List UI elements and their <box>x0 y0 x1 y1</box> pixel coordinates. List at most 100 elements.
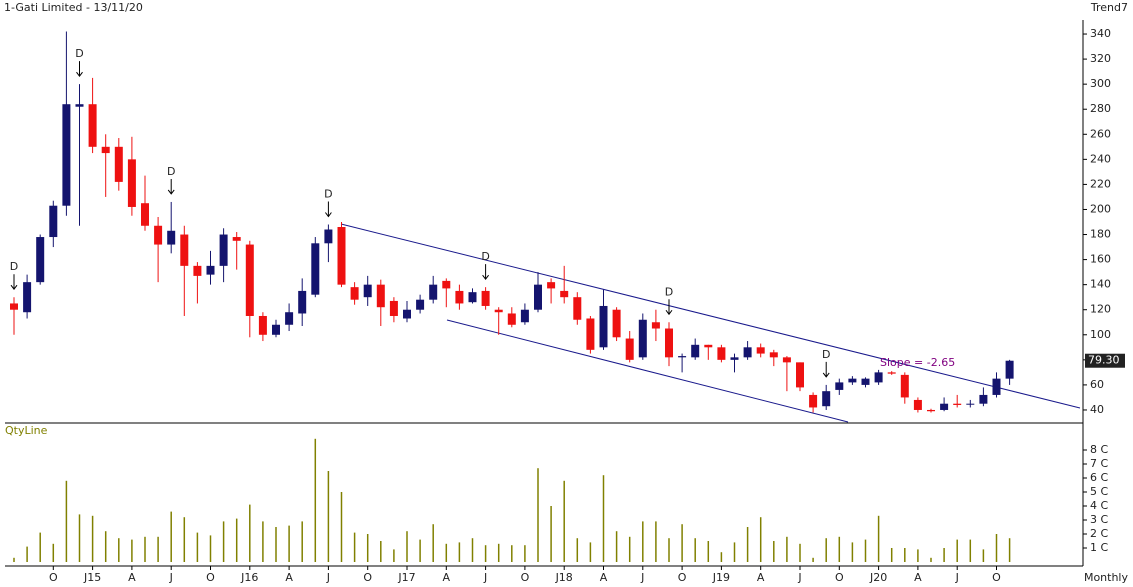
y-tick-label: 120 <box>1090 303 1111 316</box>
candle-body <box>756 347 765 354</box>
y-tick-label: 40 <box>1090 403 1104 416</box>
candle-body <box>586 318 595 350</box>
marker-arrow <box>167 178 175 195</box>
candle-body <box>861 378 870 385</box>
slope-annotation: Slope = -2.65 <box>880 356 955 369</box>
marker-label: D <box>481 250 489 263</box>
candle-body <box>127 159 136 207</box>
y-tick-label: 260 <box>1090 127 1111 140</box>
x-tick-label: J <box>326 571 330 584</box>
candle-body <box>350 287 359 300</box>
candle-body <box>599 305 608 348</box>
candle-body <box>782 357 791 363</box>
candle-body <box>245 244 254 316</box>
y-tick-label: 2 C <box>1090 527 1108 540</box>
candle-body <box>547 282 556 289</box>
marker-arrow <box>76 61 83 77</box>
x-tick-label: O <box>835 571 844 584</box>
x-tick-label: A <box>757 571 765 584</box>
x-tick-label: O <box>49 571 58 584</box>
marker-label: D <box>822 348 830 361</box>
candle-body <box>874 372 883 383</box>
last-price-label: 79.30 <box>1088 354 1120 367</box>
candle-body <box>114 146 123 182</box>
marker-arrow <box>325 201 332 218</box>
x-tick-label: O <box>521 571 530 584</box>
y-tick-label: 280 <box>1090 102 1111 115</box>
trend-line-upper <box>340 223 1081 409</box>
y-tick-label: 180 <box>1090 228 1111 241</box>
y-tick-label: 4 C <box>1090 499 1108 512</box>
y-tick-label: 240 <box>1090 152 1111 165</box>
chart-title: 1-Gati Limited - 13/11/20 <box>4 1 143 14</box>
candle-body <box>638 319 647 358</box>
candle-body <box>966 403 975 405</box>
candle-body <box>219 234 228 266</box>
candle-body <box>180 234 189 266</box>
y-tick-label: 7 C <box>1090 457 1108 470</box>
y-tick-label: 3 C <box>1090 513 1108 526</box>
marker-arrow <box>482 264 489 280</box>
candle-body <box>23 282 32 313</box>
candle-body <box>887 372 896 374</box>
marker-arrow <box>822 361 830 378</box>
candle-body <box>953 403 962 405</box>
x-tick-label: J20 <box>869 571 887 584</box>
candle-body <box>298 290 307 314</box>
volume-title: QtyLine <box>5 424 48 437</box>
candle-body <box>717 347 726 360</box>
candle-body <box>625 338 634 360</box>
y-tick-label: 8 C <box>1090 443 1108 456</box>
y-tick-label: 340 <box>1090 27 1111 40</box>
y-tick-label: 200 <box>1090 202 1111 215</box>
x-tick-label: J <box>483 571 487 584</box>
y-tick-label: 300 <box>1090 77 1111 90</box>
candle-body <box>848 378 857 383</box>
x-tick-label: A <box>600 571 608 584</box>
trend-line-lower <box>446 319 849 423</box>
candle-body <box>389 300 398 316</box>
candle-body <box>940 403 949 410</box>
candle-body <box>101 146 110 154</box>
candle-body <box>285 312 294 325</box>
y-tick-label: 1 C <box>1090 541 1108 554</box>
chart-subtitle: Trend7 <box>1090 1 1128 14</box>
candle-body <box>769 352 778 358</box>
candle-body <box>154 225 163 245</box>
candle-body <box>324 229 333 244</box>
y-tick-label: 160 <box>1090 253 1111 266</box>
candle-body <box>376 284 385 308</box>
candle-body <box>416 299 425 310</box>
candle-body <box>678 356 687 358</box>
y-tick-label: 60 <box>1090 378 1104 391</box>
candle-body <box>481 290 490 306</box>
x-tick-label: J16 <box>240 571 258 584</box>
candle-body <box>258 315 267 335</box>
y-tick-label: 220 <box>1090 177 1111 190</box>
y-tick-label: 320 <box>1090 52 1111 65</box>
marker-arrow <box>665 299 673 316</box>
candle-body <box>455 290 464 304</box>
x-tick-label: J19 <box>712 571 730 584</box>
candle-body <box>992 378 1001 395</box>
marker-label: D <box>10 260 18 273</box>
candle-body <box>809 394 818 408</box>
period-label: Monthly <box>1084 571 1129 584</box>
x-tick-label: A <box>128 571 136 584</box>
y-tick-label: 6 C <box>1090 471 1108 484</box>
candle-body <box>730 357 739 360</box>
candle-body <box>913 399 922 410</box>
x-tick-label: J <box>955 571 959 584</box>
candle-body <box>36 237 45 283</box>
candle-body <box>88 104 97 147</box>
marker-label: D <box>167 165 175 178</box>
candle-body <box>534 284 542 310</box>
x-tick-label: J <box>797 571 801 584</box>
x-tick-label: J17 <box>397 571 415 584</box>
candle-body <box>979 394 988 404</box>
candle-body <box>835 382 844 390</box>
candle-body <box>337 227 346 285</box>
x-tick-label: J <box>169 571 173 584</box>
candle-body <box>560 290 569 298</box>
